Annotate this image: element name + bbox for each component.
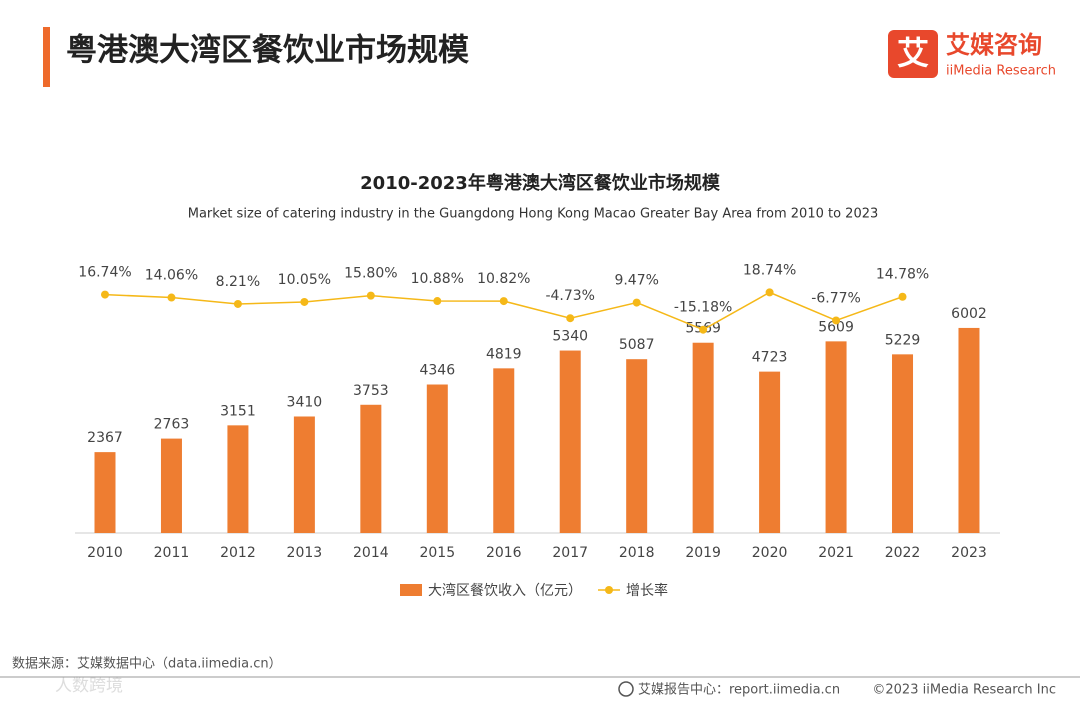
bar (626, 359, 648, 533)
x-tick-label: 2019 (685, 545, 721, 561)
logo-mark (888, 30, 938, 78)
bar-label: 5340 (552, 329, 588, 345)
chart-title: 2010-2023年粤港澳大湾区餐饮业市场规模 (360, 172, 721, 194)
copyright: ©2023 iiMedia Research Inc (872, 683, 1056, 698)
legend-swatch (605, 586, 613, 594)
source: 数据来源：艾媒数据中心（data.iimedia.cn） (12, 657, 282, 672)
logo-icon: 艾 (897, 34, 929, 72)
bar-label: 2763 (154, 417, 190, 433)
growth-label: 16.74% (78, 265, 131, 281)
x-tick-label: 2023 (951, 545, 987, 561)
growth-point (699, 325, 708, 334)
bar-label: 3410 (287, 394, 323, 410)
x-tick-label: 2012 (220, 545, 256, 561)
growth-label: 18.74% (743, 262, 796, 278)
bar-label: 3151 (220, 403, 256, 419)
growth-point (366, 291, 375, 300)
x-tick-label: 2015 (419, 545, 455, 561)
logo-sub: iiMedia Research (946, 64, 1056, 79)
bar (759, 371, 781, 533)
growth-label: 15.80% (344, 266, 397, 282)
bar (892, 354, 914, 533)
growth-point (167, 293, 176, 302)
bar-label: 6002 (951, 306, 987, 322)
x-tick-label: 2013 (287, 545, 323, 561)
bar (94, 452, 116, 533)
x-tick-label: 2011 (154, 545, 190, 561)
growth-label: -15.18% (674, 300, 732, 316)
growth-point (101, 290, 109, 299)
watermark: 人数跨境 (55, 676, 123, 696)
growth-label: 8.21% (216, 274, 260, 290)
growth-label: 9.47% (614, 273, 658, 289)
growth-label: -4.73% (545, 288, 595, 304)
bar (825, 341, 847, 533)
growth-label: 10.82% (477, 271, 530, 287)
bar (559, 350, 581, 533)
bar (426, 384, 448, 533)
bar-label: 4723 (752, 350, 788, 366)
bar (493, 368, 515, 533)
bar (160, 438, 182, 533)
growth-label: 14.78% (876, 267, 929, 283)
growth-point (898, 292, 907, 301)
x-tick-label: 2022 (885, 545, 921, 561)
title-accent (43, 27, 50, 87)
growth-label: -6.77% (811, 290, 861, 306)
x-tick-label: 2014 (353, 545, 389, 561)
growth-point (832, 316, 841, 325)
legend-label: 大湾区餐饮收入（亿元） (428, 582, 582, 599)
bar-label: 2367 (87, 430, 123, 446)
bar-label: 5229 (885, 332, 921, 348)
bar-label: 3753 (353, 383, 389, 399)
bar (692, 342, 714, 533)
growth-point (566, 314, 575, 323)
growth-label: 10.05% (278, 272, 331, 288)
report-link: 艾媒报告中心：report.iimedia.cn (638, 683, 840, 698)
growth-label: 14.06% (145, 268, 198, 284)
growth-point (765, 288, 774, 297)
page-title: 粤港澳大湾区餐饮业市场规模 (66, 33, 469, 69)
growth-point (433, 297, 442, 306)
x-tick-label: 2010 (87, 545, 123, 561)
x-tick-label: 2021 (818, 545, 854, 561)
logo-name: 艾媒咨询 (946, 31, 1042, 59)
legend-swatch (400, 584, 422, 596)
legend-label: 增长率 (626, 582, 668, 599)
report-icon (618, 681, 634, 697)
bar (293, 416, 315, 533)
growth-label: 10.88% (411, 271, 464, 287)
bar (227, 425, 249, 533)
bar (958, 327, 980, 533)
bar-label: 4819 (486, 346, 522, 362)
x-tick-label: 2018 (619, 545, 655, 561)
bar-label: 5609 (818, 319, 854, 335)
bar-label: 4346 (419, 363, 455, 379)
bar (360, 404, 382, 533)
chart-subtitle: Market size of catering industry in the … (188, 207, 879, 222)
growth-point (499, 297, 508, 306)
growth-point (300, 297, 309, 306)
x-tick-label: 2020 (752, 545, 788, 561)
growth-point (632, 298, 641, 307)
x-tick-label: 2017 (552, 545, 588, 561)
bar-label: 5087 (619, 337, 655, 353)
growth-point (233, 299, 242, 308)
x-tick-label: 2016 (486, 545, 522, 561)
